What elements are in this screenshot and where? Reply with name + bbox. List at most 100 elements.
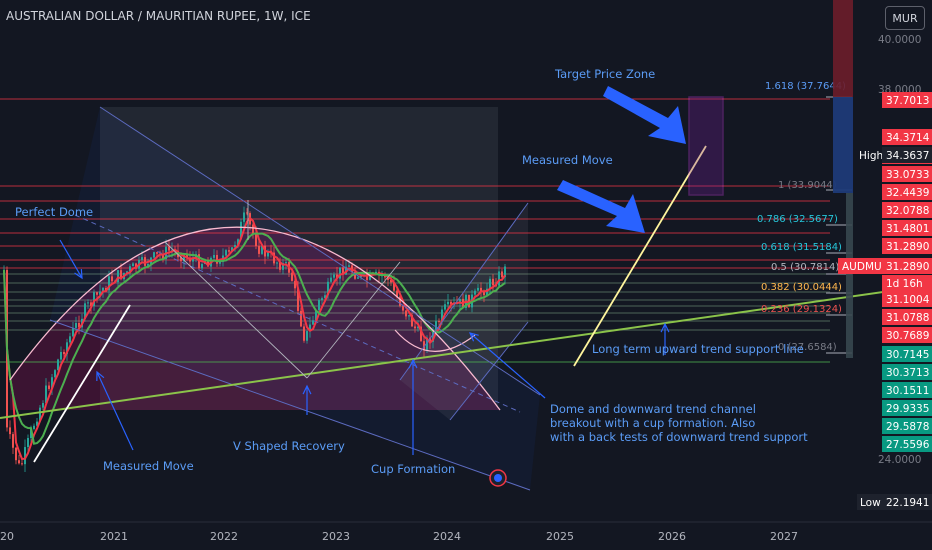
candle-body (492, 278, 494, 286)
high-tag (857, 147, 883, 163)
candle-body (246, 212, 248, 214)
candle-body (399, 296, 401, 306)
price-label-tag (882, 129, 932, 145)
candle-body (447, 301, 449, 305)
price-label-tag (882, 327, 932, 343)
price-label-tag (882, 418, 932, 434)
volume-profile-blue (833, 97, 853, 193)
candle-body (444, 304, 446, 310)
candle-body (75, 322, 77, 328)
flag-inner (494, 474, 502, 482)
candle-body (309, 324, 311, 332)
up-channel-upper (449, 321, 529, 421)
candle-body (429, 337, 431, 342)
candle-body (327, 281, 329, 296)
cup-arc (394, 329, 476, 352)
price-label-tag (882, 291, 932, 307)
x-tick-label: 2023 (322, 530, 350, 543)
candle-body (27, 438, 29, 448)
candle-body (186, 254, 188, 258)
price-label-tag (882, 382, 932, 398)
x-tick-label: 20 (0, 530, 14, 543)
candle-body (9, 427, 11, 435)
candle-body (93, 292, 95, 307)
fib-level-label: 0 (27.6584) (778, 342, 837, 353)
annotation-perfect-dome: Perfect Dome (15, 205, 93, 219)
trend-support-arrow-head (660, 322, 670, 333)
channel-lower-line (49, 319, 531, 491)
upward-channel (400, 203, 528, 420)
candle-body (243, 212, 245, 222)
channel-mid-line (74, 214, 521, 413)
price-label: 1d 16h (886, 278, 923, 290)
candle-body (291, 272, 293, 281)
fib-level-label: 0.382 (30.0444) (761, 282, 842, 293)
y-tick-label: 40.0000 (878, 34, 921, 46)
candle-body (69, 336, 71, 343)
candle-body (234, 245, 236, 248)
candle-body (24, 447, 26, 465)
candle-body (231, 247, 233, 252)
candle-body (435, 321, 437, 330)
up-channel-lower (399, 202, 529, 381)
candle-body (411, 315, 413, 327)
candle-body (141, 257, 143, 261)
candle-body (66, 342, 68, 355)
high-value-tag (882, 147, 932, 163)
fib-level-label: 0.618 (31.5184) (761, 242, 842, 253)
price-label-tag (882, 238, 932, 254)
candle-body (84, 303, 86, 319)
perfect-dome-arrow (59, 239, 83, 279)
y-tick-label: 24.0000 (878, 454, 921, 466)
candle-body (300, 310, 302, 327)
candle-body (354, 272, 356, 279)
currency-button[interactable]: MUR (885, 6, 925, 30)
candle-body (99, 291, 101, 295)
high-value: 34.3637 (886, 150, 929, 162)
candle-body (417, 326, 419, 329)
candle-body (450, 301, 452, 305)
candle-body (78, 322, 80, 328)
measured-move-arrow (96, 371, 134, 451)
candle-body (501, 271, 503, 278)
candle-body (282, 263, 284, 270)
candle-body (108, 276, 110, 291)
candle-body (333, 274, 335, 278)
candle-body (87, 302, 89, 304)
candle-body (396, 290, 398, 297)
candle-body (402, 305, 404, 311)
candle-body (303, 326, 305, 341)
candle-body (36, 421, 38, 426)
price-label-tag (838, 258, 884, 274)
price-label-tag (882, 166, 932, 182)
candle-body (330, 277, 332, 282)
candle-body (156, 252, 158, 254)
candle-body (468, 294, 470, 308)
candle-body (441, 309, 443, 322)
candle-body (474, 290, 476, 295)
dome-arc (9, 226, 501, 411)
v-shape-left (164, 241, 308, 379)
annotation-cup: Cup Formation (371, 462, 455, 476)
fib-level-label: 0.5 (30.7814) (771, 262, 839, 273)
candle-body (276, 262, 278, 264)
annotation-measured-move-right: Measured Move (522, 153, 613, 167)
measured-move-big-arrow (557, 180, 645, 233)
candle-body (21, 463, 23, 465)
fast-moving-average (3, 216, 506, 460)
candle-body (60, 351, 62, 360)
fib-level-label: 0.236 (29.1324) (761, 304, 842, 315)
slow-moving-average (3, 232, 506, 445)
low-tag (857, 494, 932, 510)
price-label: 34.3714 (886, 132, 930, 144)
price-label: 29.9335 (886, 403, 929, 415)
candle-body (96, 292, 98, 295)
target-price-zone-box[interactable] (688, 96, 724, 196)
candle-body (51, 377, 53, 389)
candle-body (318, 299, 320, 311)
candle-body (267, 252, 269, 257)
candle-body (129, 266, 131, 272)
candle-body (489, 278, 491, 289)
